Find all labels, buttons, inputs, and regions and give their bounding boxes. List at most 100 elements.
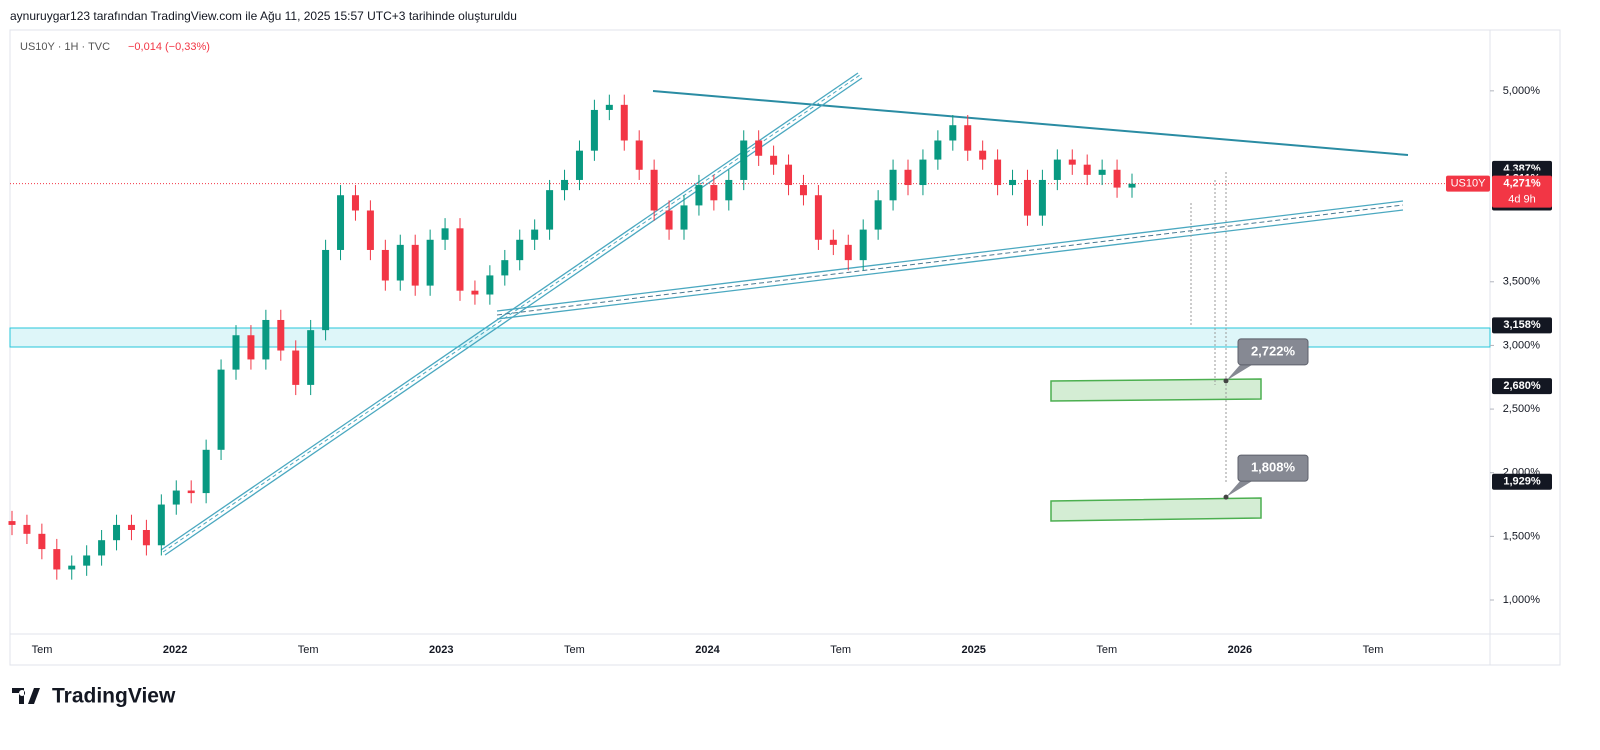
y-tick-label: 3,500% xyxy=(1503,276,1541,288)
candle-body xyxy=(1023,179,1031,216)
countdown: 4d 9h xyxy=(1508,194,1536,206)
y-tick-label: 1,000% xyxy=(1503,594,1541,606)
candle-body xyxy=(710,185,718,201)
header: aynuruygar123 tarafından TradingView.com… xyxy=(10,9,517,23)
callout-box xyxy=(1237,338,1309,366)
candle-body xyxy=(859,229,867,261)
candle-body xyxy=(157,504,165,546)
candle-body xyxy=(650,169,658,211)
candle-body xyxy=(964,125,972,151)
candle-body xyxy=(934,140,942,160)
candle-body xyxy=(829,239,837,245)
candle-body xyxy=(142,530,150,546)
candle-body xyxy=(187,490,195,494)
candle-body xyxy=(561,179,569,191)
candle-body xyxy=(232,335,240,370)
channel-mid xyxy=(496,204,1404,316)
candle-body xyxy=(307,330,315,385)
candle-body xyxy=(501,260,509,276)
candle-body xyxy=(665,210,673,230)
candle-body xyxy=(8,521,16,525)
candle-body xyxy=(949,125,957,141)
callout-pointer xyxy=(1226,481,1252,498)
logo-text: TradingView xyxy=(52,685,176,708)
candle-body xyxy=(471,290,479,295)
candle-body xyxy=(1098,169,1106,175)
symbol-line: US10Y · 1H · TVC xyxy=(20,41,110,53)
last-price-box xyxy=(1492,175,1552,208)
candle-body xyxy=(874,200,882,230)
candle-body xyxy=(620,104,628,141)
candle-body xyxy=(83,555,91,566)
candle-body xyxy=(1113,169,1121,188)
candle-body xyxy=(351,195,359,211)
x-tick-label: Tem xyxy=(1096,644,1117,656)
candle-body xyxy=(53,549,61,570)
x-tick-label: Tem xyxy=(830,644,851,656)
callout-label: 1,808% xyxy=(1251,460,1296,475)
support-zone xyxy=(9,327,1491,348)
drawings xyxy=(9,72,1491,556)
price-label-box xyxy=(1492,473,1552,490)
candle-body xyxy=(127,524,135,531)
symbol-tag xyxy=(1446,175,1490,192)
x-tick-label: Tem xyxy=(32,644,53,656)
y-tick-label: 5,000% xyxy=(1503,85,1541,97)
candle-body xyxy=(98,540,106,556)
candle-body xyxy=(1053,159,1061,180)
logo-icon xyxy=(12,688,40,704)
candle-body xyxy=(590,109,598,151)
x-tick-label: 2022 xyxy=(163,644,187,656)
target-box xyxy=(1050,497,1262,522)
candle-body xyxy=(546,190,554,230)
candle-body xyxy=(814,195,822,240)
logo: TradingView xyxy=(12,685,176,708)
candle-body xyxy=(411,244,419,286)
candle-body xyxy=(172,490,180,505)
price-label-box xyxy=(1492,317,1552,334)
candle-body xyxy=(740,140,748,180)
candle-body xyxy=(994,159,1002,186)
candle-body xyxy=(799,185,807,196)
x-tick-label: Tem xyxy=(298,644,319,656)
candle-body xyxy=(605,104,613,110)
target-box xyxy=(1050,378,1262,402)
candle-body xyxy=(919,159,927,186)
x-tick-label: 2025 xyxy=(961,644,985,656)
last-price-label: 4,271% xyxy=(1503,178,1541,190)
candle-body xyxy=(1068,159,1076,165)
candle-body xyxy=(38,533,46,550)
candle-body xyxy=(635,140,643,170)
x-tick-label: 2026 xyxy=(1228,644,1252,656)
candle-body xyxy=(396,244,404,281)
candle-body xyxy=(844,244,852,261)
x-tick-label: Tem xyxy=(1363,644,1384,656)
y-tick-label: 1,500% xyxy=(1503,530,1541,542)
symbol-tag-label: US10Y xyxy=(1451,178,1487,190)
candle-body xyxy=(456,228,464,291)
candle-body xyxy=(904,169,912,186)
candle-body xyxy=(277,319,285,351)
resistance-line xyxy=(652,90,1409,156)
candle-body xyxy=(337,195,345,250)
channel-line xyxy=(496,209,1404,320)
candle-body xyxy=(889,169,897,201)
price-label: 3,158% xyxy=(1503,319,1541,331)
x-tick-label: 2023 xyxy=(429,644,453,656)
candle-body xyxy=(695,185,703,206)
candle-body xyxy=(1128,183,1136,188)
candle-body xyxy=(725,179,733,201)
candle-body xyxy=(381,249,389,281)
candle-body xyxy=(426,239,434,286)
candle-body xyxy=(575,150,583,180)
callout-pointer xyxy=(1226,364,1252,381)
callout-label: 2,722% xyxy=(1251,343,1296,358)
candle-body xyxy=(979,150,987,160)
price-label-box xyxy=(1492,378,1552,395)
candle-body xyxy=(202,449,210,494)
candle-body xyxy=(262,319,270,360)
x-tick-label: Tem xyxy=(564,644,585,656)
candle-body xyxy=(785,164,793,186)
candle-body xyxy=(292,350,300,385)
candle-body xyxy=(1038,179,1046,216)
